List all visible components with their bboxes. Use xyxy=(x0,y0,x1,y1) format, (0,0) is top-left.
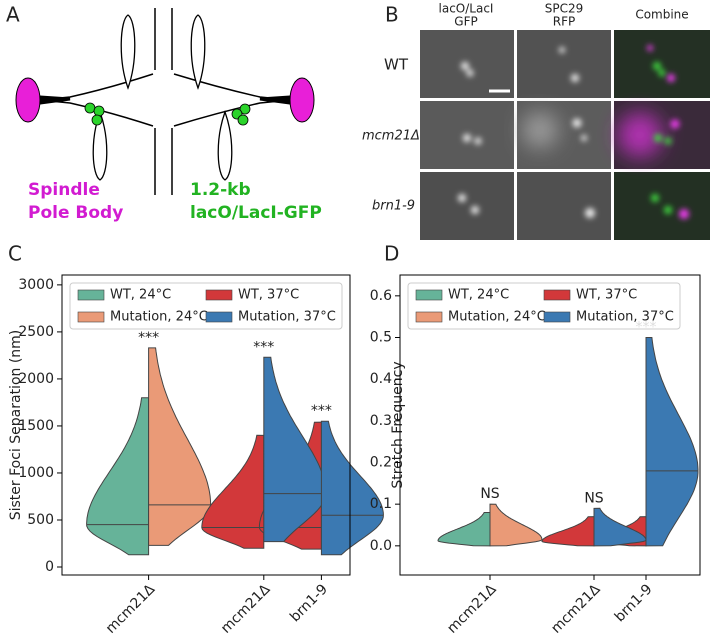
column-header: GFP xyxy=(454,15,477,29)
panel-label: C xyxy=(8,242,22,266)
violins xyxy=(437,337,699,547)
x-tick-label: mcm21Δ xyxy=(444,581,500,636)
spindle-label: Spindle xyxy=(28,180,100,200)
column-header: SPC29 xyxy=(545,2,584,16)
panel-a: A Spindle Pole Body 1.2-kb lacO/LacI-GFP xyxy=(6,3,322,224)
row-label: mcm21Δ xyxy=(362,129,420,144)
violin-half xyxy=(645,337,699,547)
legend-swatch xyxy=(415,311,443,323)
gfp-label: lacO/LacI-GFP xyxy=(190,203,322,223)
violin-half xyxy=(201,434,265,549)
y-tick-label: 1500 xyxy=(18,418,54,434)
panel-label: D xyxy=(384,242,399,266)
annotation: *** xyxy=(311,403,332,419)
violin-half xyxy=(148,347,212,546)
legend-swatch xyxy=(205,311,233,323)
column-header: RFP xyxy=(553,15,575,29)
legend-box xyxy=(69,282,343,330)
y-axis-label: Sister Foci Separation (nm) xyxy=(8,330,24,521)
plot-frame xyxy=(399,274,701,576)
y-tick-label: 3000 xyxy=(18,277,54,293)
violin-half xyxy=(263,356,327,543)
annotation: *** xyxy=(138,330,159,346)
panel-b: B lacO/LacI GFP SPC29 RFP Combine WT mcm… xyxy=(362,2,710,240)
annotation: NS xyxy=(584,490,603,506)
charts: C Sister Foci Separation (nm) 0 500 1000 1500… xyxy=(8,242,701,636)
y-tick-label: 0.1 xyxy=(370,496,392,512)
legend-swatch xyxy=(415,289,443,301)
legend-label: Mutation, 37°C xyxy=(238,310,336,325)
y-tick-label: 1000 xyxy=(18,465,54,481)
legend-label: WT, 37°C xyxy=(576,288,637,303)
legend-label: Mutation, 24°C xyxy=(448,310,546,325)
panel-label: B xyxy=(385,3,399,27)
y-tick-label: 0.6 xyxy=(370,288,392,304)
row-label: brn1-9 xyxy=(372,199,415,214)
legend-swatch xyxy=(205,289,233,301)
legend-label: WT, 37°C xyxy=(238,288,299,303)
annotation: *** xyxy=(253,339,274,355)
column-header: Combine xyxy=(635,8,688,22)
x-tick-label: mcm21Δ xyxy=(548,581,604,636)
violin-half xyxy=(541,516,595,547)
legend-swatch xyxy=(543,311,571,323)
gfp-label: 1.2-kb xyxy=(190,180,251,200)
y-tick-label: 0.4 xyxy=(370,371,392,387)
y-tick-label: 500 xyxy=(27,512,54,528)
legend-swatch xyxy=(543,289,571,301)
x-tick-label: brn1-9 xyxy=(287,581,331,625)
y-tick-label: 0.3 xyxy=(370,413,392,429)
row-label: WT xyxy=(384,56,409,74)
y-tick-label: 0 xyxy=(45,559,54,575)
x-tick-label: mcm21Δ xyxy=(103,581,159,636)
annotation: NS xyxy=(480,486,499,502)
plot-frame xyxy=(61,274,351,576)
legend-label: Mutation, 24°C xyxy=(110,310,208,325)
micrographs xyxy=(420,30,710,240)
y-tick-label: 0.2 xyxy=(370,455,392,471)
spindle-label: Pole Body xyxy=(28,203,123,223)
x-tick-label: brn1-9 xyxy=(612,581,656,625)
y-tick-label: 2500 xyxy=(18,324,54,340)
y-tick-label: 0.5 xyxy=(370,330,392,346)
y-tick-label: 2000 xyxy=(18,371,54,387)
violin-half xyxy=(320,420,384,556)
violin-half xyxy=(437,512,491,547)
legend-label: WT, 24°C xyxy=(110,288,171,303)
legend-label: Mutation, 37°C xyxy=(576,310,674,325)
legend-box xyxy=(407,282,681,330)
column-header: lacO/LacI xyxy=(439,2,494,16)
violin-half xyxy=(489,503,543,547)
violins xyxy=(86,347,384,556)
x-tick-label: mcm21Δ xyxy=(218,581,274,636)
legend-label: WT, 24°C xyxy=(448,288,509,303)
legend-swatch xyxy=(77,289,105,301)
y-tick-label: 0.0 xyxy=(370,538,392,554)
legend-swatch xyxy=(77,311,105,323)
violin-half xyxy=(86,397,150,556)
panel-label: A xyxy=(6,3,20,27)
y-axis-label: Stretch Frequency xyxy=(390,361,406,488)
